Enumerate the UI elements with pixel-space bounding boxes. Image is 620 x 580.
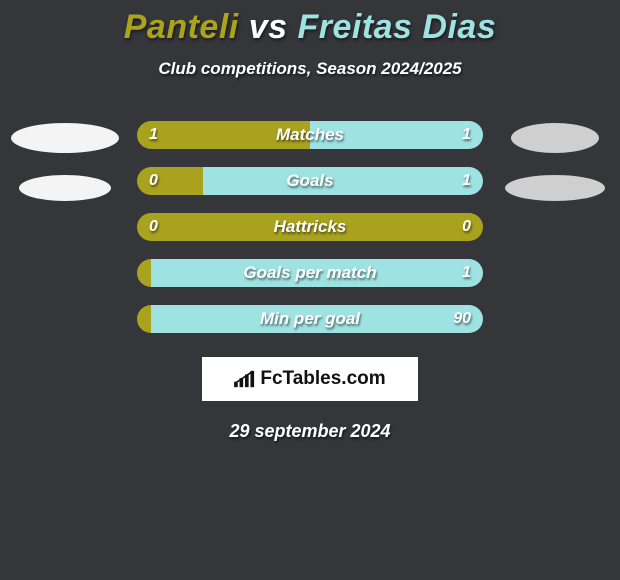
bar-fill-player2 (203, 167, 483, 195)
stat-value-player2: 0 (462, 218, 471, 236)
stat-bar: Hattricks 0 0 (137, 213, 483, 241)
stat-label: Matches (276, 125, 344, 145)
bar-fill-player1 (137, 167, 203, 195)
title-vs: vs (249, 8, 288, 46)
logo-icon (234, 369, 256, 389)
date: 29 september 2024 (0, 421, 620, 442)
stat-bar: Goals per match 1 (137, 259, 483, 287)
logo-text: FcTables.com (260, 368, 385, 390)
stat-value-player2: 1 (462, 172, 471, 190)
title-player2: Freitas Dias (297, 8, 496, 46)
logo: FcTables.com (202, 357, 418, 401)
subtitle: Club competitions, Season 2024/2025 (0, 59, 620, 79)
comparison-chart: Matches 1 1 Goals 0 1 Hattricks 0 0 Goals per mat… (0, 121, 620, 333)
stat-label: Min per goal (260, 309, 360, 329)
stat-value-player2: 90 (453, 310, 471, 328)
stat-bar: Min per goal 90 (137, 305, 483, 333)
stat-value-player1: 0 (149, 172, 158, 190)
player2-placeholder-2 (505, 175, 605, 201)
stat-bar: Goals 0 1 (137, 167, 483, 195)
stat-label: Goals per match (243, 263, 376, 283)
stat-label: Hattricks (274, 217, 347, 237)
title-player1: Panteli (124, 8, 239, 46)
player1-column (9, 121, 121, 201)
bars-container: Matches 1 1 Goals 0 1 Hattricks 0 0 Goals per mat… (137, 121, 483, 333)
stat-value-player2: 1 (462, 126, 471, 144)
stat-value-player1: 0 (149, 218, 158, 236)
stat-label: Goals (286, 171, 333, 191)
stat-value-player1: 1 (149, 126, 158, 144)
player1-placeholder-2 (19, 175, 111, 201)
player1-placeholder-1 (11, 123, 119, 153)
title: Panteli vs Freitas Dias (0, 0, 620, 47)
stat-value-player2: 1 (462, 264, 471, 282)
bar-fill-player1 (137, 259, 151, 287)
player2-column (499, 121, 611, 201)
player2-placeholder-1 (511, 123, 599, 153)
stat-bar: Matches 1 1 (137, 121, 483, 149)
bar-fill-player1 (137, 305, 151, 333)
